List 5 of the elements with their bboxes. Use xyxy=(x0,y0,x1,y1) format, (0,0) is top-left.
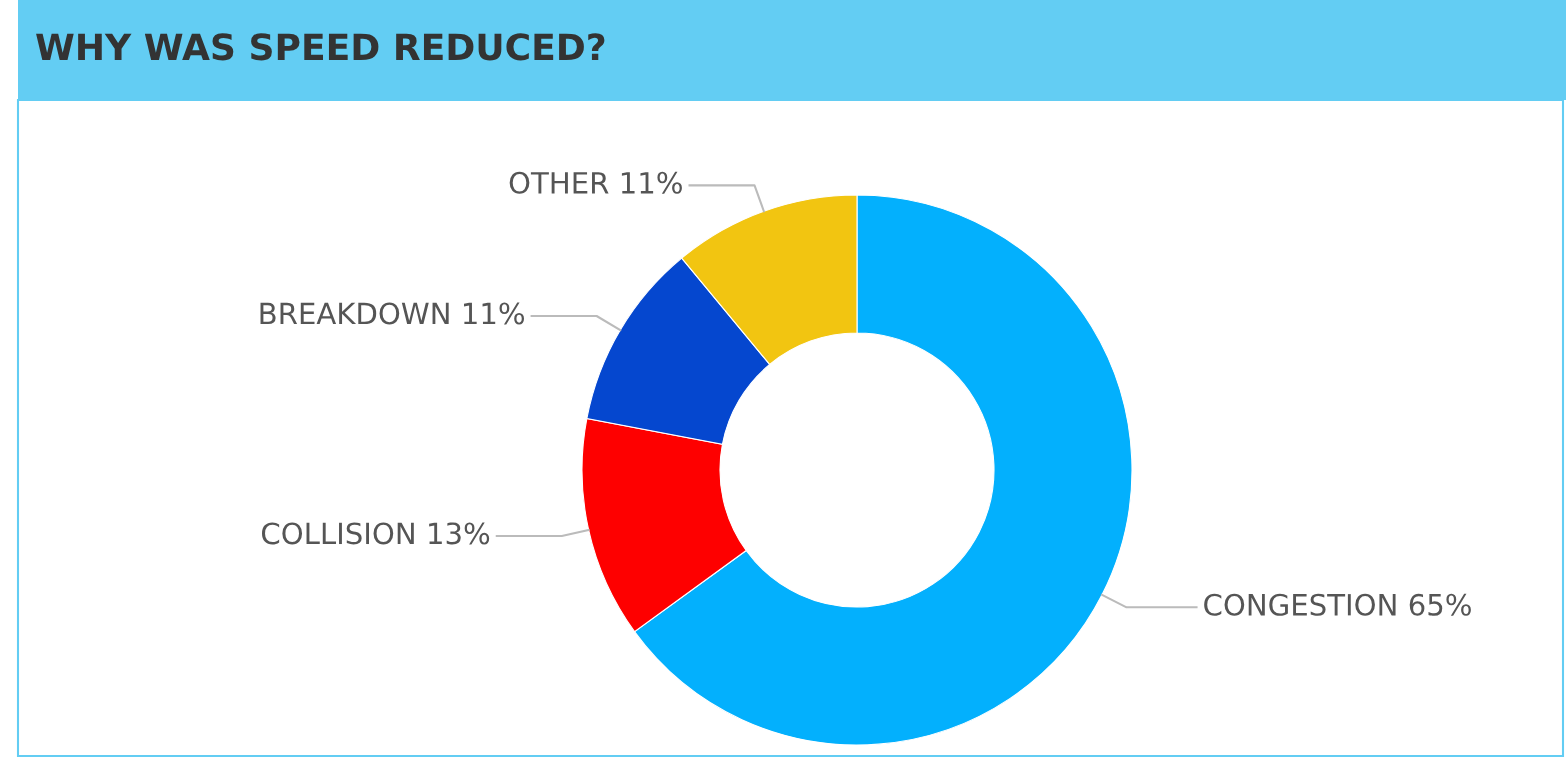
slice-label: CONGESTION 65% xyxy=(1204,593,1471,616)
slice-label: COLLISION 13% xyxy=(261,522,490,545)
slice-label: BREAKDOWN 11% xyxy=(260,302,525,325)
chart-title: WHY WAS SPEED REDUCED? xyxy=(36,33,605,61)
slice-label: OTHER 11% xyxy=(509,171,682,194)
